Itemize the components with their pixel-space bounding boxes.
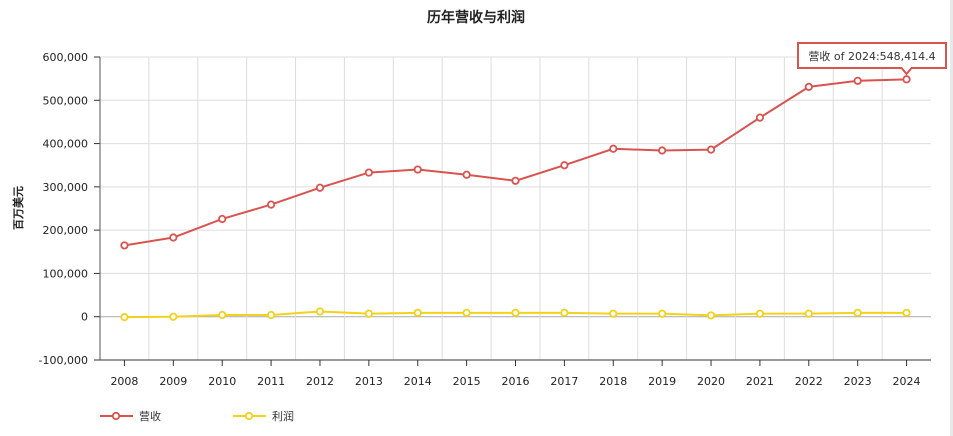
x-tick-label: 2013 <box>355 375 383 388</box>
x-tick-label: 2022 <box>795 375 823 388</box>
x-tick-label: 2018 <box>599 375 627 388</box>
chart-title: 历年营收与利润 <box>427 9 525 26</box>
data-point <box>560 161 569 170</box>
data-point <box>804 82 813 91</box>
legend-label: 利润 <box>272 409 294 423</box>
data-point <box>364 168 373 177</box>
x-tick-label: 2017 <box>550 375 578 388</box>
x-tick-label: 2012 <box>306 375 334 388</box>
data-point <box>169 233 178 242</box>
data-point <box>120 313 129 322</box>
y-tick-label: 100,000 <box>43 267 89 280</box>
data-point <box>755 309 765 318</box>
legend-marker <box>111 411 121 421</box>
x-tick-label: 2021 <box>746 375 774 388</box>
x-tick-label: 2014 <box>404 375 432 388</box>
x-tick-label: 2015 <box>453 375 481 388</box>
data-point <box>804 309 813 318</box>
series-group <box>120 75 911 322</box>
x-tick-label: 2016 <box>502 375 530 388</box>
x-tick-label: 2008 <box>110 375 138 388</box>
data-point <box>706 311 716 320</box>
data-point <box>413 308 422 317</box>
tooltip-box <box>797 42 947 76</box>
data-point <box>364 309 373 318</box>
scrollbar-edge <box>950 0 953 436</box>
x-tick-label: 2020 <box>697 375 725 388</box>
data-point <box>755 113 765 122</box>
data-point <box>609 144 618 153</box>
tooltip: 营收 of 2024:548,414.4 <box>797 42 947 76</box>
data-point <box>902 75 911 84</box>
data-point <box>706 145 716 154</box>
data-point <box>853 76 862 85</box>
y-tick-label: 300,000 <box>43 181 89 194</box>
y-tick-label: 400,000 <box>43 138 89 151</box>
x-tick-label: 2010 <box>208 375 236 388</box>
series-line-0 <box>124 78 907 247</box>
data-point <box>658 146 667 155</box>
data-point <box>511 308 520 317</box>
y-tick-label: 500,000 <box>43 94 89 107</box>
data-point <box>511 176 520 185</box>
data-point <box>658 309 667 318</box>
data-point <box>560 308 569 317</box>
y-tick-label: 200,000 <box>43 224 89 237</box>
tooltip-text: 营收 of 2024:548,414.4 <box>808 49 935 63</box>
data-point <box>315 307 325 316</box>
legend-label: 营收 <box>139 409 161 423</box>
y-tick-label: -100,000 <box>39 354 88 367</box>
x-tick-label: 2019 <box>648 375 676 388</box>
x-tick-label: 2024 <box>893 375 921 388</box>
y-tick-label: 0 <box>81 311 88 324</box>
y-axis-label: 百万美元 <box>11 186 25 230</box>
x-tick-label: 2011 <box>257 375 285 388</box>
data-point <box>462 170 471 179</box>
data-point <box>462 308 471 317</box>
data-point <box>120 241 129 250</box>
data-point <box>218 310 227 320</box>
data-point <box>853 308 862 317</box>
grid <box>100 56 931 361</box>
legend-marker <box>244 411 254 421</box>
data-point <box>413 165 422 174</box>
data-point <box>266 310 276 320</box>
data-point <box>266 200 276 209</box>
data-point <box>218 214 227 224</box>
data-point <box>609 309 618 318</box>
data-point <box>169 312 178 321</box>
data-point <box>902 308 911 317</box>
x-tick-label: 2009 <box>159 375 187 388</box>
y-tick-label: 600,000 <box>43 51 89 64</box>
data-point <box>315 183 325 192</box>
legend: 营收 利润 <box>100 409 294 423</box>
axes: -100,000 0 100,000 200,000 300,000 400,000 500… <box>39 51 931 388</box>
x-tick-label: 2023 <box>844 375 872 388</box>
